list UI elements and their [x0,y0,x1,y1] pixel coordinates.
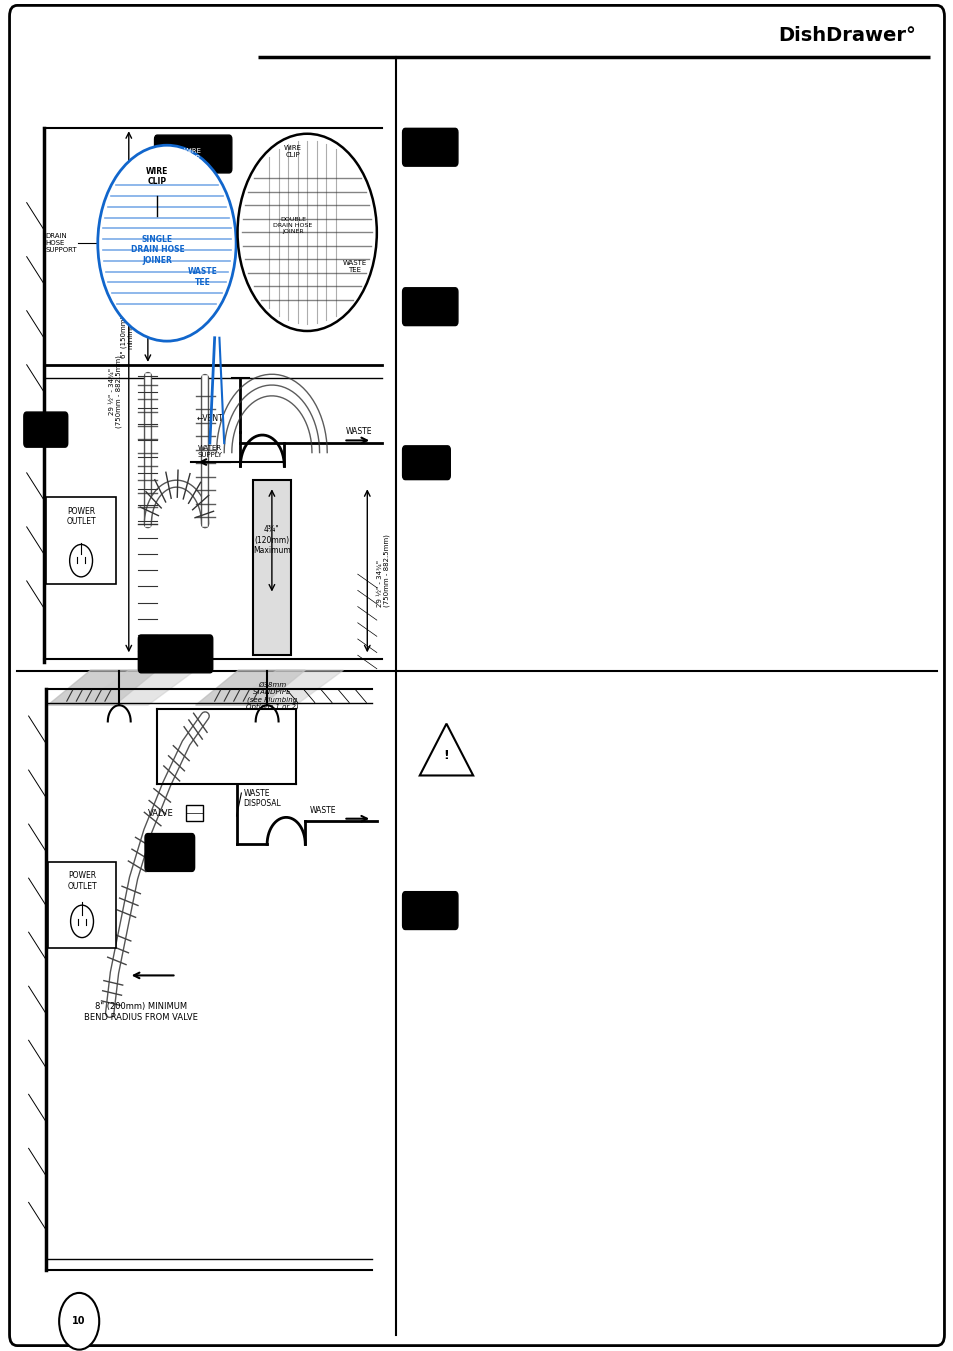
FancyBboxPatch shape [154,135,232,173]
FancyBboxPatch shape [402,288,457,326]
Text: Ø38mm
STANDPIPE
(see Plumbing
Options 1 or 2): Ø38mm STANDPIPE (see Plumbing Options 1 … [245,682,298,711]
FancyBboxPatch shape [10,5,943,1346]
Polygon shape [229,670,343,705]
Bar [186,805,203,821]
Text: WASTE
TEE: WASTE TEE [188,267,218,286]
Text: 29 ½" - 34¾"
(750mm - 882.5mm): 29 ½" - 34¾" (750mm - 882.5mm) [376,534,390,607]
FancyBboxPatch shape [24,412,68,447]
Text: DRAIN
HOSE
SUPPORT: DRAIN HOSE SUPPORT [46,234,77,253]
Bar [253,480,291,655]
Text: WIRE
CLIP: WIRE CLIP [284,145,301,158]
FancyBboxPatch shape [402,128,457,166]
FancyBboxPatch shape [145,834,194,871]
FancyBboxPatch shape [48,862,116,948]
Polygon shape [195,670,305,705]
Text: WASTE: WASTE [345,427,372,436]
Circle shape [70,544,92,577]
Text: WIRE
CLIP: WIRE CLIP [146,168,169,186]
Polygon shape [48,670,157,705]
Ellipse shape [97,146,235,342]
Circle shape [71,905,93,938]
Text: WASTE
TEE: WASTE TEE [342,259,367,273]
Polygon shape [81,670,195,705]
Text: POWER
OUTLET: POWER OUTLET [67,871,97,890]
Text: 8" (200mm) MINIMUM
BEND RADIUS FROM VALVE: 8" (200mm) MINIMUM BEND RADIUS FROM VALV… [84,1002,198,1021]
Text: WATER
SUPPLY: WATER SUPPLY [197,444,222,458]
Text: WASTE: WASTE [310,805,336,815]
Circle shape [59,1293,99,1350]
Text: POWER
OUTLET: POWER OUTLET [66,507,96,526]
Text: SINGLE
DRAIN HOSE
JOINER: SINGLE DRAIN HOSE JOINER [131,235,184,265]
Text: DishDrawer°: DishDrawer° [777,26,915,45]
Text: 6" (150mm)
minimum: 6" (150mm) minimum [120,315,133,358]
Text: 10: 10 [72,1316,86,1327]
FancyBboxPatch shape [402,446,450,480]
Text: !: ! [443,748,449,762]
FancyBboxPatch shape [402,892,457,929]
FancyBboxPatch shape [138,635,213,673]
Text: WIRE
CLIP: WIRE CLIP [184,147,201,161]
FancyBboxPatch shape [46,497,116,584]
Circle shape [237,134,376,331]
Text: 29 ½" - 34¾"
(750mm - 882.5mm): 29 ½" - 34¾" (750mm - 882.5mm) [109,355,122,428]
Text: WASTE
DISPOSAL: WASTE DISPOSAL [243,789,281,808]
Text: DOUBLE
DRAIN HOSE
JOINER: DOUBLE DRAIN HOSE JOINER [273,218,313,234]
Text: VALVE: VALVE [148,809,173,817]
Text: 4¾"
(120mm)
Maximum: 4¾" (120mm) Maximum [253,526,291,555]
Text: ←VENT: ←VENT [196,415,223,423]
